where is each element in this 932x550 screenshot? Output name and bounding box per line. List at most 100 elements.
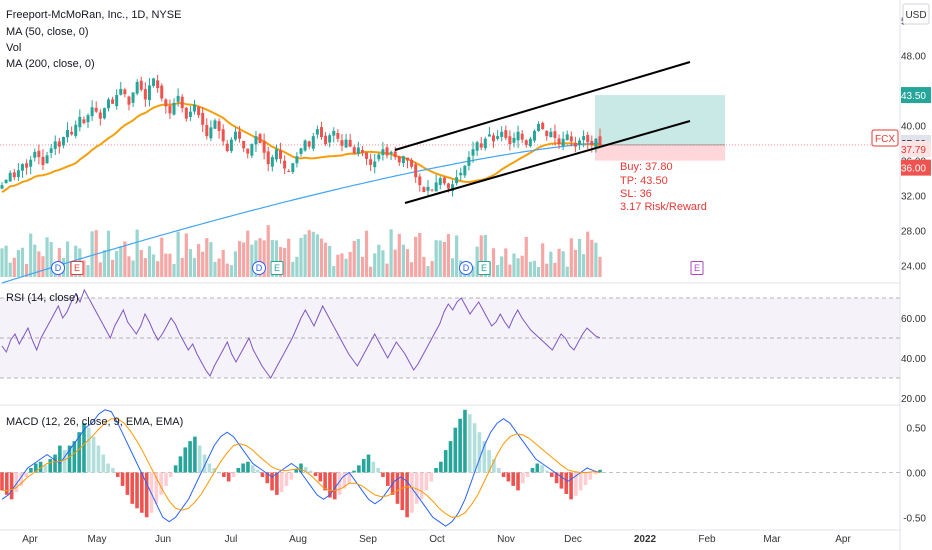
candle-body: [397, 156, 401, 163]
macd-histogram-bar: [226, 472, 231, 482]
time-tick-label: Oct: [429, 534, 445, 545]
macd-histogram-bar: [217, 472, 221, 474]
ma200-legend[interactable]: MA (200, close, 0): [6, 58, 95, 70]
macd-histogram-bar: [357, 465, 361, 473]
macd-histogram-bar: [299, 463, 303, 473]
macd-histogram-bar: [255, 469, 260, 473]
volume-bar: [553, 262, 557, 277]
volume-bar: [246, 230, 250, 277]
macd-histogram-bar: [284, 472, 289, 486]
macd-histogram-bar: [598, 469, 602, 473]
rsi-legend[interactable]: RSI (14, close): [6, 292, 79, 304]
price-channel[interactable]: [394, 61, 691, 204]
volume-bar: [549, 251, 553, 277]
candle-body: [70, 131, 74, 135]
volume-bar: [504, 248, 508, 277]
macd-histogram-bar: [193, 436, 197, 473]
candle-body: [94, 107, 98, 112]
candle-body: [111, 99, 115, 104]
macd-histogram-bar: [511, 472, 515, 486]
candle-body: [426, 186, 430, 191]
candle-body: [115, 95, 119, 107]
macd-histogram-bar: [178, 456, 183, 473]
volume-bar: [4, 245, 8, 277]
candle-body: [127, 96, 131, 105]
candle-body: [360, 149, 364, 153]
macd-histogram-bar: [72, 441, 77, 473]
volume-bar: [180, 257, 184, 277]
profit-zone: [595, 95, 725, 145]
time-tick-label: Apr: [22, 534, 38, 545]
time-tick-label: Feb: [698, 534, 716, 545]
price-tick-label: 24.00: [901, 262, 926, 273]
candle-body: [295, 156, 299, 164]
candle-body: [565, 134, 569, 141]
candle-body: [279, 150, 283, 159]
currency-box[interactable]: [902, 3, 930, 25]
volume-bar: [33, 244, 37, 277]
event-marker: D: [252, 261, 266, 275]
macd-line: [1, 409, 601, 527]
candle-body: [86, 115, 90, 123]
volume-bar: [500, 256, 504, 277]
candle-body: [4, 179, 8, 184]
volume-bar: [508, 264, 512, 277]
candle-body: [569, 136, 573, 142]
rsi-line: [1, 288, 601, 379]
macd-histogram-bar: [564, 472, 569, 494]
macd-histogram-bar: [463, 409, 467, 473]
price-badge-label: 36.00: [901, 164, 926, 175]
volume-bar: [86, 265, 90, 277]
volume-bar: [303, 234, 307, 277]
macd-histogram-bar: [183, 447, 188, 473]
candle-body: [0, 185, 4, 189]
macd-pane: 0.50 0.00 -0.50: [0, 409, 926, 527]
volume-bar: [455, 235, 459, 277]
macd-histogram-bar: [159, 472, 163, 495]
candle-body: [168, 105, 172, 114]
volume-bar: [532, 260, 537, 277]
candle-body: [586, 134, 590, 143]
macd-histogram-bar: [87, 427, 91, 473]
candle-body: [53, 141, 57, 149]
candle-body: [299, 148, 303, 154]
candle-body: [401, 156, 405, 163]
macd-histogram-bar: [260, 472, 265, 477]
volume-bar: [426, 266, 430, 277]
macd-histogram-bar: [467, 414, 472, 473]
macd-histogram-bar: [588, 472, 593, 480]
macd-histogram-bar: [164, 472, 168, 486]
macd-histogram-bar: [308, 470, 313, 473]
ma50-legend[interactable]: MA (50, close, 0): [6, 26, 89, 38]
macd-legend[interactable]: MACD (12, 26, close, 9, EMA, EMA): [6, 416, 183, 428]
symbol-tag-label: FCX: [875, 134, 895, 145]
symbol-tag[interactable]: [871, 129, 899, 147]
volume-bar: [369, 266, 373, 277]
volume-bar: [29, 233, 33, 277]
candle-body: [508, 136, 512, 145]
candles: [0, 74, 602, 197]
candle-body: [283, 160, 287, 169]
volume-bar: [90, 231, 94, 277]
candle-body: [197, 106, 201, 116]
time-axis[interactable]: Apr May Jun Jul Aug Sep Oct Nov Dec 2022 Feb Mar Apr: [22, 534, 851, 545]
volume-bar: [409, 262, 414, 277]
candle-body: [410, 159, 414, 167]
volume-bar: [172, 263, 176, 277]
volume-bar: [131, 260, 135, 277]
volume-bar: [221, 249, 225, 277]
macd-histogram-bar: [140, 472, 144, 513]
candle-body: [471, 149, 475, 156]
event-letter: D: [55, 263, 62, 273]
price-tick-label: 48.00: [901, 52, 926, 63]
earnings-icon: [70, 261, 84, 275]
macd-histogram-bar: [96, 445, 101, 473]
candle-body: [57, 141, 61, 147]
time-tick-label: May: [88, 534, 107, 545]
candle-body: [483, 138, 487, 149]
candle-body: [475, 142, 479, 151]
volume-legend[interactable]: Vol: [6, 42, 21, 54]
volume-bar: [315, 234, 319, 277]
